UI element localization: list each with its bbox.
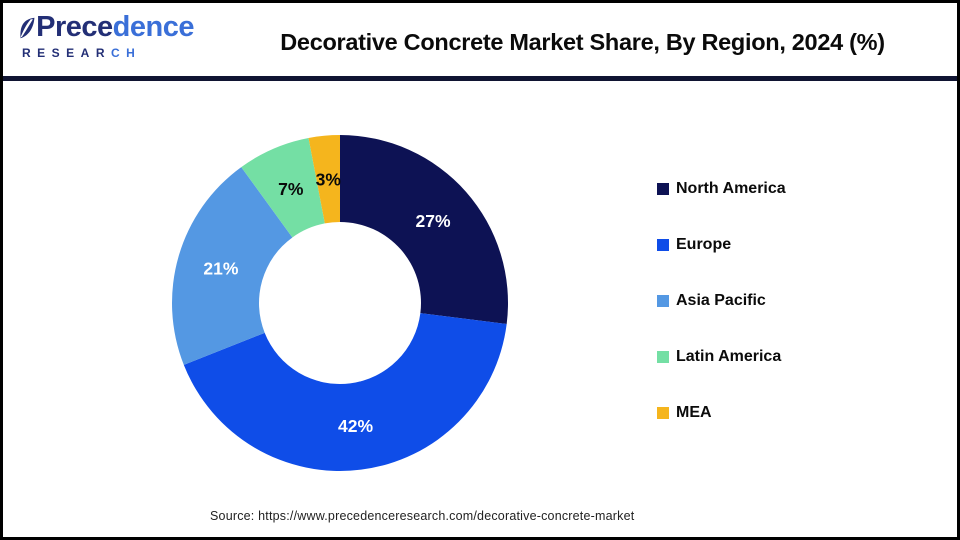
- legend-swatch-latin-america: [657, 350, 669, 363]
- logo-word-light: dence: [112, 11, 195, 43]
- legend-label-mea: MEA: [676, 403, 712, 421]
- header: Precedence RESEARCH Decorative Concrete …: [3, 3, 957, 81]
- donut-label-north-america: 27%: [415, 211, 450, 231]
- donut-label-mea: 3%: [316, 170, 342, 190]
- legend-swatch-north-america: [657, 182, 669, 195]
- logo-leaf-icon: [20, 17, 35, 39]
- precedence-research-logo: Precedence RESEARCH: [19, 13, 195, 60]
- donut-label-asia-pacific: 21%: [203, 258, 238, 278]
- legend-swatch-mea: [657, 406, 669, 419]
- donut-slice-north-america: [340, 135, 509, 325]
- legend-item-asia-pacific: Asia Pacific: [657, 290, 786, 311]
- donut-chart: 27% 42% 21% 7% 3%: [172, 135, 509, 472]
- logo-sub-light: CH: [111, 46, 142, 60]
- logo-word-dark: Prece: [36, 11, 113, 43]
- donut-slice-latin-america: [241, 137, 325, 238]
- donut-slice-mea: [308, 135, 340, 224]
- logo-subtitle: RESEARCH: [22, 46, 194, 60]
- logo-wordmark: Precedence: [36, 13, 194, 42]
- legend-label-north-america: North America: [676, 179, 786, 197]
- donut-label-europe: 42%: [338, 416, 373, 436]
- legend-item-latin-america: Latin America: [657, 346, 786, 367]
- legend: North America Europe Asia Pacific Latin Ame…: [657, 178, 786, 458]
- source-text: Source: https://www.precedenceresearch.c…: [210, 509, 635, 523]
- legend-label-asia-pacific: Asia Pacific: [676, 291, 766, 309]
- logo-sub-dark: RESEAR: [22, 46, 112, 60]
- legend-item-mea: MEA: [657, 402, 786, 423]
- donut-slice-europe: [183, 313, 507, 472]
- legend-swatch-europe: [657, 238, 669, 251]
- legend-swatch-asia-pacific: [657, 294, 669, 307]
- legend-item-europe: Europe: [657, 234, 786, 255]
- legend-label-europe: Europe: [676, 235, 732, 253]
- legend-item-north-america: North America: [657, 178, 786, 199]
- donut-slice-asia-pacific: [172, 167, 293, 365]
- legend-label-latin-america: Latin America: [676, 347, 782, 365]
- donut-label-latin-america: 7%: [278, 179, 304, 199]
- chart-title: Decorative Concrete Market Share, By Reg…: [280, 28, 885, 55]
